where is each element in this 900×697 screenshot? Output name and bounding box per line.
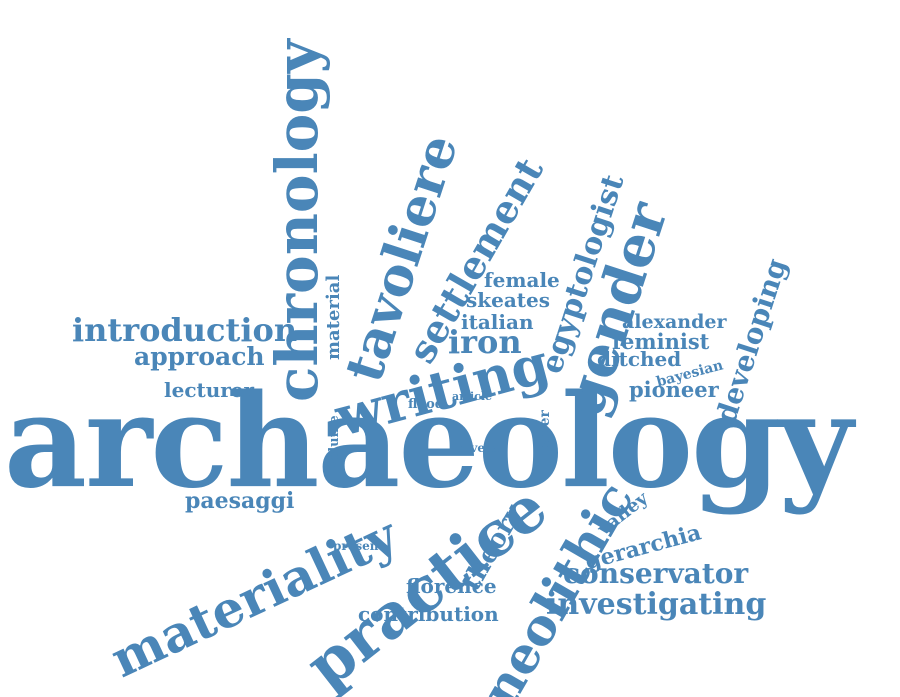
word-pioneer: pioneer	[629, 377, 719, 402]
word-contribution: contribution	[358, 602, 499, 626]
word-archaeology: archaeology	[4, 367, 853, 517]
word-introduction: introduction	[72, 311, 298, 349]
word-ditched: ditched	[597, 347, 682, 371]
word-paesaggi: paesaggi	[185, 488, 295, 514]
word-article: article	[452, 390, 493, 403]
word-florence: florence	[406, 574, 497, 598]
word-italian: italian	[461, 310, 534, 334]
word-investigating: investigating	[546, 587, 767, 622]
word-iron: iron	[448, 323, 522, 361]
word-material: material	[323, 274, 344, 360]
word-skeates: skeates	[466, 288, 551, 312]
word-female: female	[484, 268, 560, 292]
word-feminist: feminist	[612, 329, 710, 354]
word-lecturer: lecturer	[164, 378, 255, 402]
word-conservator: conservator	[563, 557, 749, 590]
word-present: present	[333, 539, 385, 553]
word-several: several	[456, 441, 504, 455]
word-paper: paper	[537, 410, 553, 455]
word-flood: flood	[408, 397, 444, 412]
word-alexander: alexander	[622, 311, 727, 333]
word-approach: approach	[134, 342, 265, 371]
